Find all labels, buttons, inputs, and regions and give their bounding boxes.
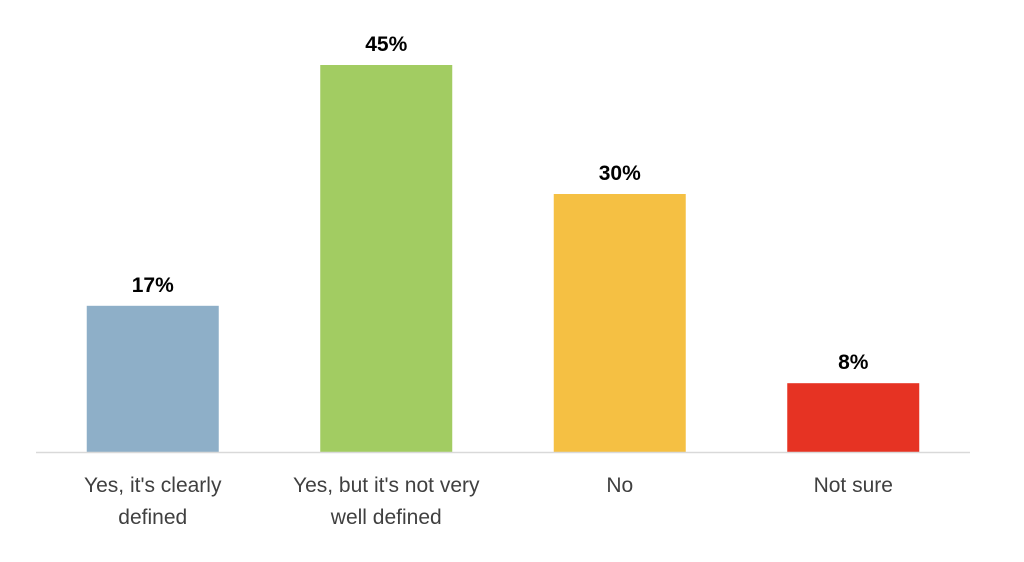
category-label-line: defined: [118, 506, 187, 529]
value-label-2: 30%: [599, 162, 641, 185]
value-label-0: 17%: [132, 274, 174, 297]
category-label-line: Yes, but it's not very: [293, 474, 480, 497]
bar-2: [553, 194, 686, 452]
bars-group: [86, 65, 920, 452]
value-labels-group: 17% 45% 30% 8%: [132, 33, 869, 374]
category-label-2: No: [606, 474, 633, 497]
category-label-line: Yes, it's clearly: [84, 474, 222, 497]
bar-3: [787, 383, 920, 452]
value-label-3: 8%: [838, 351, 869, 374]
value-label-1: 45%: [365, 33, 407, 56]
category-label-line: well defined: [330, 506, 442, 529]
category-label-3: Not sure: [814, 474, 893, 497]
category-label-0: Yes, it's clearly defined: [84, 474, 222, 529]
bar-1: [320, 65, 453, 452]
category-label-line: Not sure: [814, 474, 893, 497]
category-labels-group: Yes, it's clearly defined Yes, but it's no…: [84, 474, 893, 529]
bar-0: [86, 305, 219, 452]
category-label-line: No: [606, 474, 633, 497]
category-label-1: Yes, but it's not very well defined: [293, 474, 480, 529]
